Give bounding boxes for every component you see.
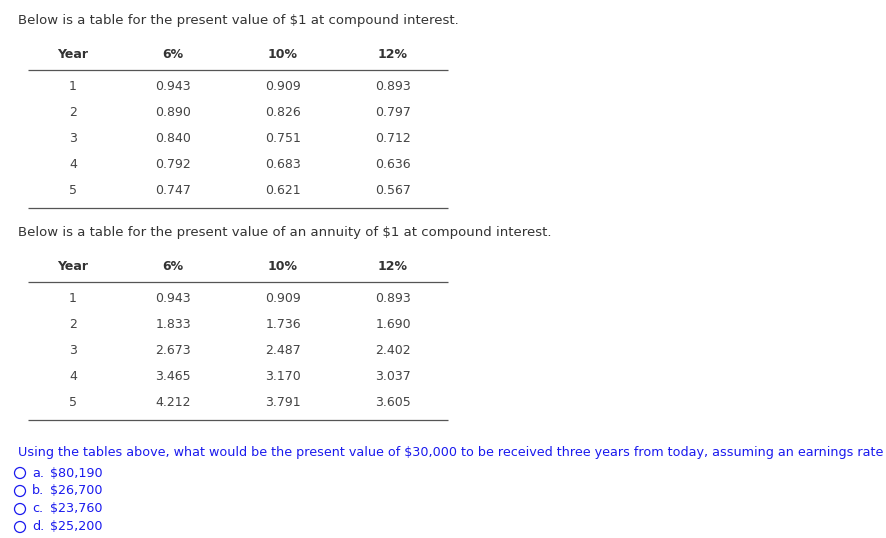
Text: 4.212: 4.212 (155, 397, 190, 409)
Text: Year: Year (58, 48, 89, 61)
Text: 4: 4 (69, 159, 77, 172)
Text: 1.833: 1.833 (155, 318, 190, 331)
Text: 0.909: 0.909 (265, 81, 301, 94)
Text: 12%: 12% (378, 48, 408, 61)
Text: 5: 5 (69, 185, 77, 197)
Text: $80,190: $80,190 (50, 466, 103, 479)
Text: d.: d. (32, 520, 44, 534)
Text: 0.621: 0.621 (265, 185, 301, 197)
Text: 0.636: 0.636 (375, 159, 411, 172)
Text: 6%: 6% (162, 260, 183, 273)
Text: 3: 3 (69, 132, 77, 145)
Text: 0.893: 0.893 (375, 81, 411, 94)
Text: 0.909: 0.909 (265, 293, 301, 306)
Text: 0.747: 0.747 (155, 185, 191, 197)
Text: 2: 2 (69, 107, 77, 119)
Text: 0.792: 0.792 (155, 159, 190, 172)
Text: 1.736: 1.736 (265, 318, 301, 331)
Text: $26,700: $26,700 (50, 485, 103, 498)
Text: 2: 2 (69, 318, 77, 331)
Text: a.: a. (32, 466, 44, 479)
Text: 1: 1 (69, 81, 77, 94)
Text: Below is a table for the present value of an annuity of $1 at compound interest.: Below is a table for the present value o… (18, 226, 551, 239)
Text: 3.037: 3.037 (375, 371, 411, 384)
Text: 2.402: 2.402 (375, 344, 411, 357)
Text: 3.605: 3.605 (375, 397, 411, 409)
Text: 0.840: 0.840 (155, 132, 191, 145)
Text: 0.567: 0.567 (375, 185, 411, 197)
Text: 12%: 12% (378, 260, 408, 273)
Text: Year: Year (58, 260, 89, 273)
Text: Using the tables above, what would be the present value of $30,000 to be receive: Using the tables above, what would be th… (18, 446, 886, 459)
Text: $25,200: $25,200 (50, 520, 103, 534)
Text: 3.791: 3.791 (265, 397, 301, 409)
Text: 0.943: 0.943 (155, 293, 190, 306)
Text: 3.465: 3.465 (155, 371, 190, 384)
Text: 0.712: 0.712 (375, 132, 411, 145)
Text: 10%: 10% (268, 260, 298, 273)
Text: 2.673: 2.673 (155, 344, 190, 357)
Text: 0.943: 0.943 (155, 81, 190, 94)
Text: 4: 4 (69, 371, 77, 384)
Text: 2.487: 2.487 (265, 344, 301, 357)
Text: 1.690: 1.690 (375, 318, 411, 331)
Text: 3: 3 (69, 344, 77, 357)
Text: 0.683: 0.683 (265, 159, 301, 172)
Text: 0.826: 0.826 (265, 107, 301, 119)
Text: 0.893: 0.893 (375, 293, 411, 306)
Text: $23,760: $23,760 (50, 502, 103, 515)
Text: 5: 5 (69, 397, 77, 409)
Text: 0.751: 0.751 (265, 132, 301, 145)
Text: c.: c. (32, 502, 43, 515)
Text: 6%: 6% (162, 48, 183, 61)
Text: 0.797: 0.797 (375, 107, 411, 119)
Text: b.: b. (32, 485, 44, 498)
Text: 10%: 10% (268, 48, 298, 61)
Text: 3.170: 3.170 (265, 371, 301, 384)
Text: Below is a table for the present value of $1 at compound interest.: Below is a table for the present value o… (18, 14, 459, 27)
Text: 1: 1 (69, 293, 77, 306)
Text: 0.890: 0.890 (155, 107, 191, 119)
